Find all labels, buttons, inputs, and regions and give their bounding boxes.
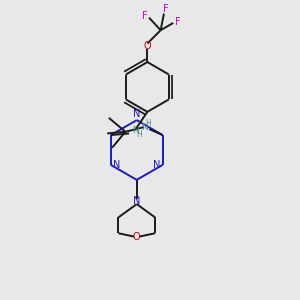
Text: O: O	[133, 232, 140, 242]
Text: F: F	[163, 4, 168, 14]
Text: O: O	[144, 41, 151, 51]
Text: F: F	[142, 11, 148, 21]
Text: N: N	[153, 160, 161, 170]
Text: N: N	[132, 126, 139, 135]
Text: N: N	[133, 196, 140, 206]
Text: H: H	[145, 118, 151, 127]
Text: F: F	[175, 17, 181, 27]
Text: N: N	[133, 110, 140, 119]
Text: H: H	[136, 130, 142, 139]
Text: N: N	[141, 123, 147, 132]
Text: N: N	[113, 160, 120, 170]
